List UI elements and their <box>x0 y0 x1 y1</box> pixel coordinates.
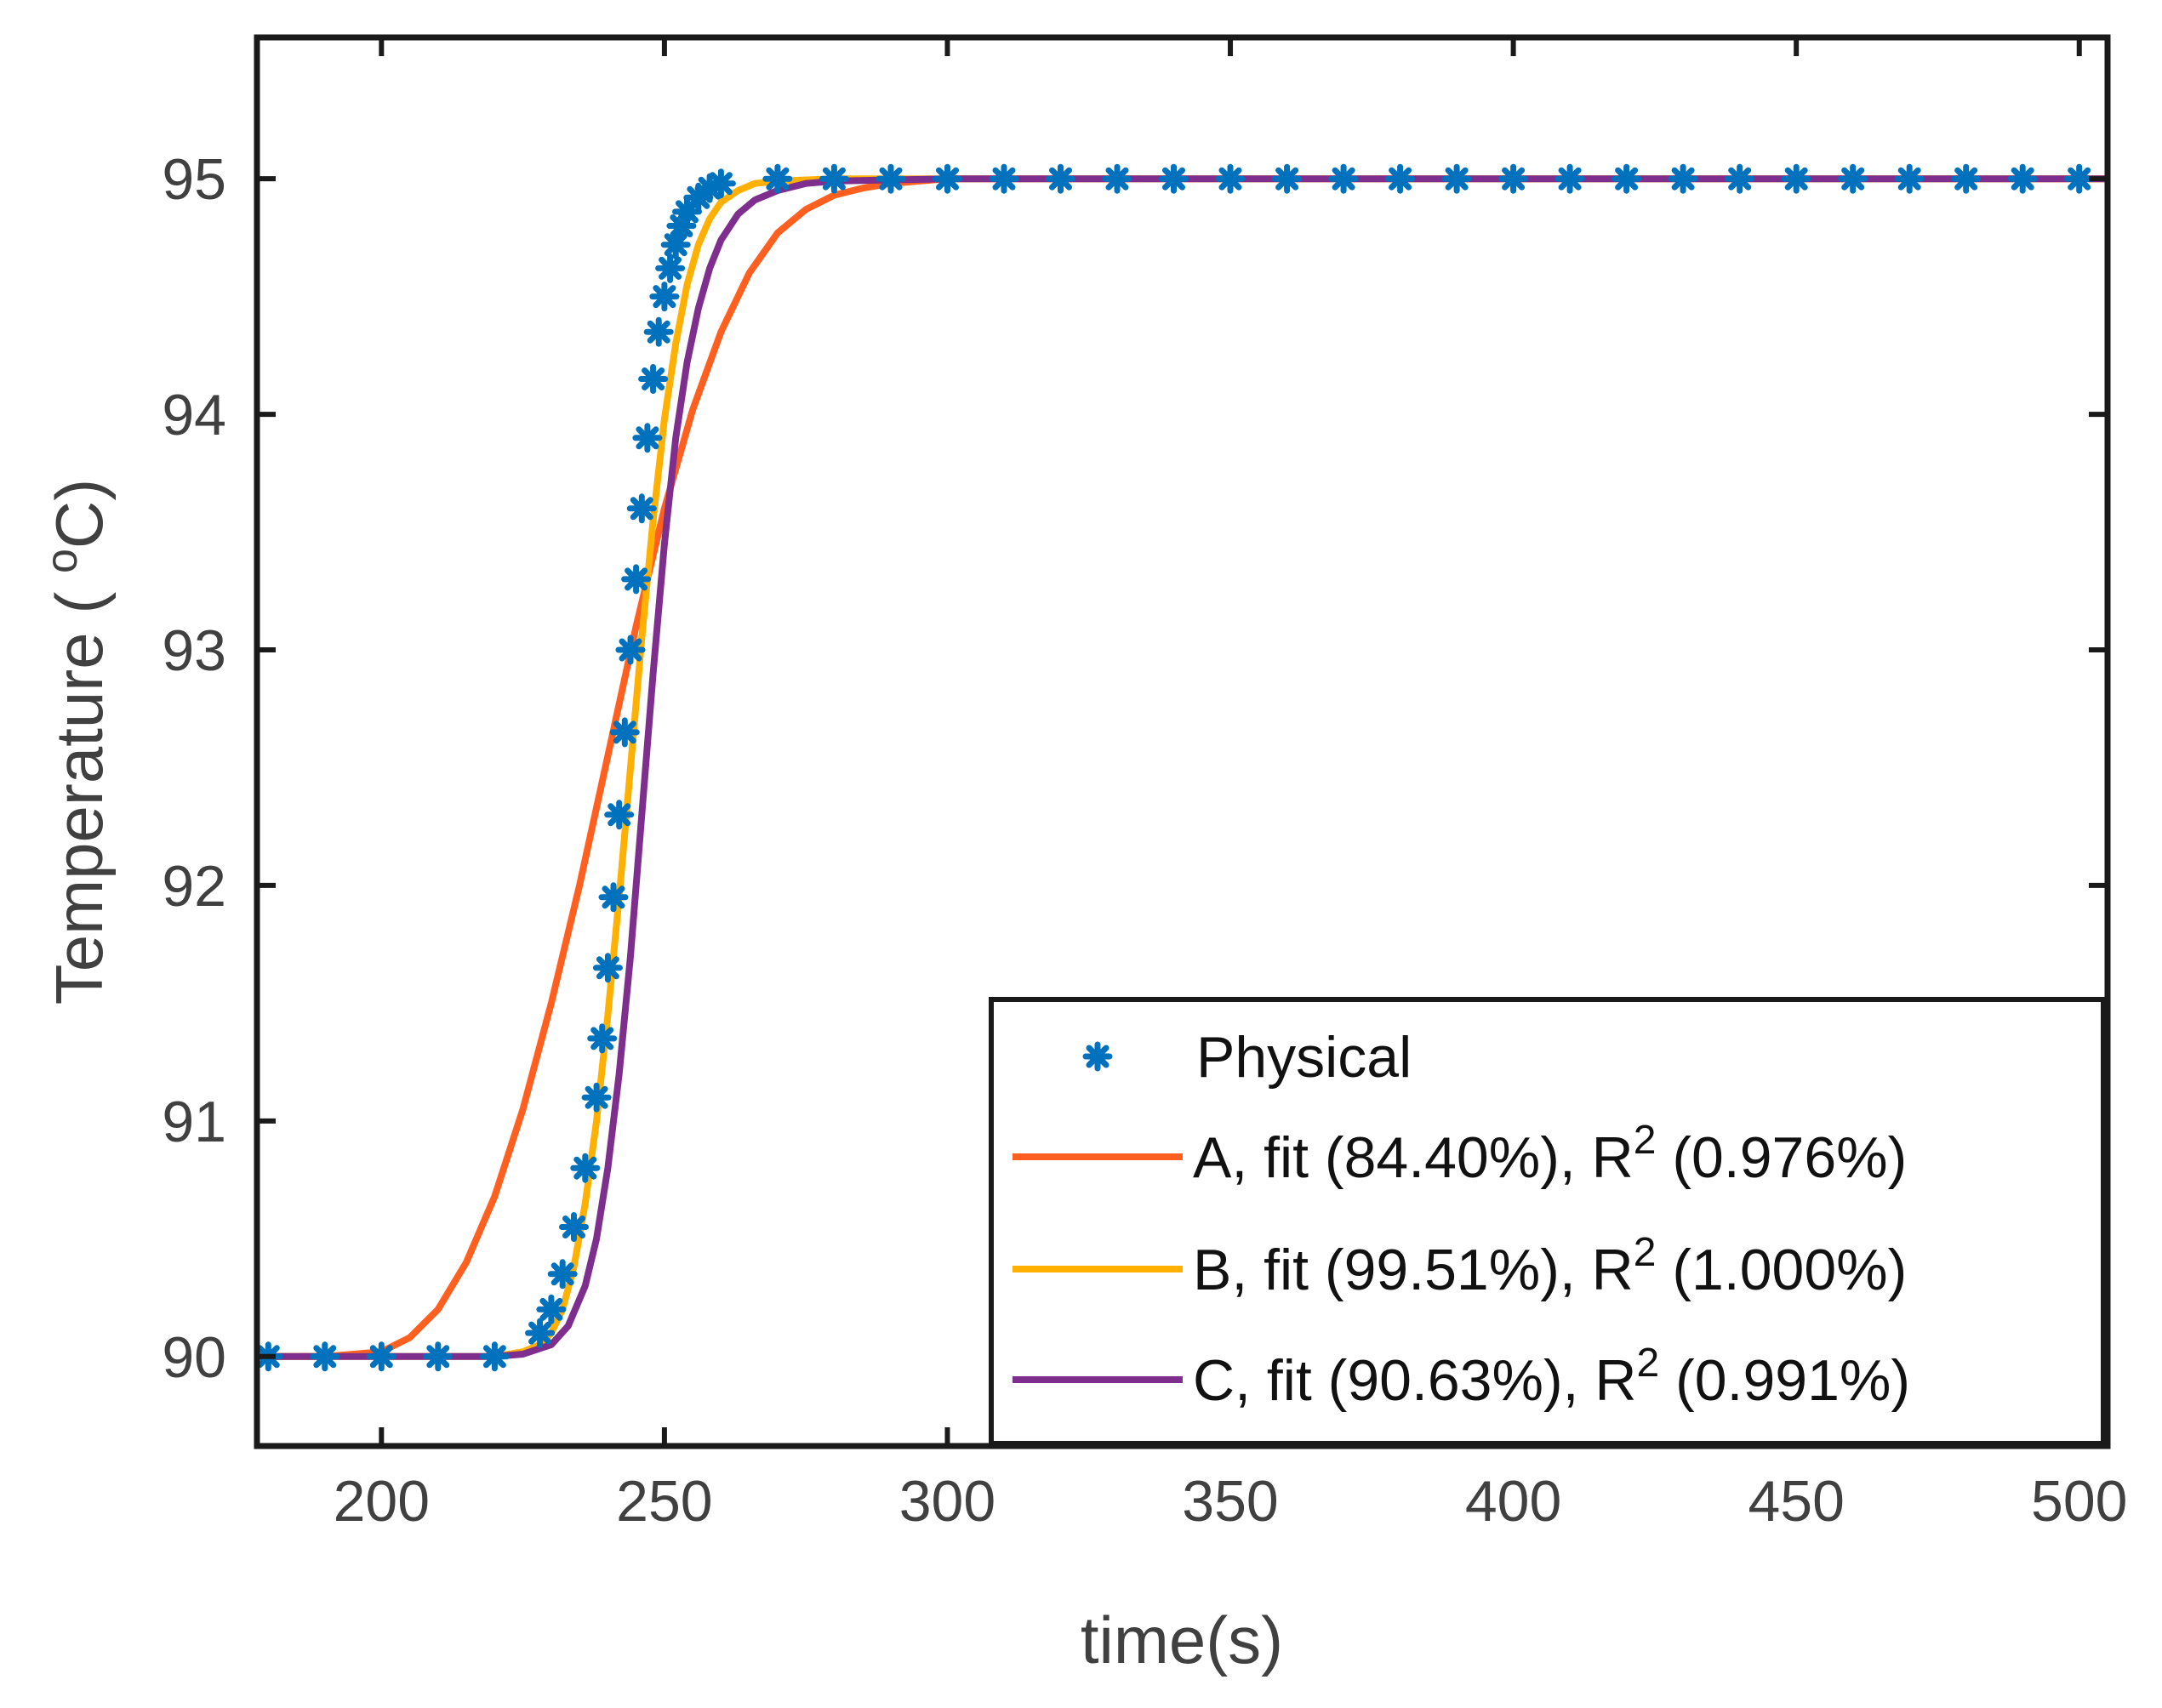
physical-point <box>626 493 657 524</box>
physical-point <box>1554 163 1585 194</box>
physical-markers <box>257 163 2095 1372</box>
physical-point <box>310 1341 340 1372</box>
physical-point <box>1272 163 1303 194</box>
physical-point <box>762 163 793 194</box>
legend-box <box>989 997 2106 1446</box>
physical-point <box>1385 163 1416 194</box>
physical-point <box>621 564 652 595</box>
physical-point <box>1838 163 1868 194</box>
physical-point <box>638 364 669 394</box>
physical-point <box>423 1341 454 1372</box>
physical-point <box>989 163 1019 194</box>
x-tick-label: 450 <box>1748 1469 1844 1534</box>
series-line-c <box>257 175 2108 1360</box>
physical-point <box>655 253 686 283</box>
physical-point <box>819 163 849 194</box>
physical-point <box>632 423 663 453</box>
x-tick-label: 250 <box>616 1469 712 1534</box>
y-tick-label: 92 <box>162 854 226 919</box>
physical-point <box>609 717 640 748</box>
y-axis-label-main: Temperature ( <box>42 573 117 1005</box>
legend-label-a-sup: 2 <box>1634 1118 1657 1163</box>
y-tick-labels: 90 91 92 93 94 95 <box>162 147 226 1390</box>
physical-point <box>705 168 736 199</box>
physical-point <box>649 282 680 312</box>
y-tick-label: 93 <box>162 618 226 683</box>
physical-point <box>933 163 962 194</box>
physical-point <box>1668 163 1698 194</box>
legend-label-c: C, fit (90.63%), R2 (0.991%) <box>1193 1341 1910 1413</box>
legend-marker-physical <box>1082 1041 1113 1072</box>
physical-point <box>1328 163 1359 194</box>
physical-point <box>536 1294 567 1324</box>
physical-point <box>615 635 646 665</box>
physical-point <box>592 953 623 983</box>
x-tick-label: 300 <box>899 1469 995 1534</box>
physical-point <box>1159 163 1189 194</box>
physical-point <box>1781 163 1811 194</box>
physical-point <box>581 1082 612 1113</box>
y-tick-label: 91 <box>162 1090 226 1154</box>
physical-point <box>1441 163 1472 194</box>
y-tick-label: 94 <box>162 383 226 447</box>
x-tick-label: 350 <box>1182 1469 1278 1534</box>
y-axis-label: Temperature ( oC) <box>37 479 117 1005</box>
physical-point <box>643 316 674 347</box>
physical-point <box>1102 163 1132 194</box>
legend: Physical A, fit (84.40%), R2 (0.976%) B,… <box>989 997 2106 1446</box>
legend-label-a-text: A, fit (84.40%), R <box>1193 1125 1634 1190</box>
legend-label-physical: Physical <box>1196 1025 1412 1090</box>
physical-point <box>479 1341 510 1372</box>
physical-point <box>1498 163 1529 194</box>
legend-label-c-sup: 2 <box>1637 1341 1660 1386</box>
legend-label-c-text: C, fit (90.63%), R <box>1193 1348 1637 1413</box>
y-tick-label: 95 <box>162 147 226 212</box>
physical-point <box>525 1318 556 1348</box>
physical-point <box>876 163 906 194</box>
x-tick-label: 400 <box>1465 1469 1561 1534</box>
physical-point <box>587 1023 618 1054</box>
physical-point <box>1612 163 1642 194</box>
legend-label-b: B, fit (99.51%), R2 (1.000%) <box>1193 1230 1907 1302</box>
physical-point <box>547 1259 578 1290</box>
x-tick-label: 200 <box>334 1469 430 1534</box>
physical-point <box>604 800 635 830</box>
physical-point <box>1951 163 1982 194</box>
physical-point <box>366 1341 396 1372</box>
physical-point <box>1725 163 1755 194</box>
physical-point <box>1215 163 1246 194</box>
legend-label-b-text: B, fit (99.51%), R <box>1193 1238 1634 1302</box>
y-axis-label-unit: C) <box>42 479 117 549</box>
physical-point <box>2007 163 2038 194</box>
legend-label-c-value: (0.991%) <box>1659 1348 1910 1413</box>
legend-label-b-sup: 2 <box>1634 1230 1657 1275</box>
x-tick-labels: 200 250 300 350 400 450 500 <box>334 1469 2128 1534</box>
legend-label-a-value: (0.976%) <box>1656 1125 1907 1190</box>
physical-point <box>1046 163 1075 194</box>
physical-point <box>1894 163 1925 194</box>
physical-point <box>570 1153 601 1183</box>
y-axis-label-degree: o <box>37 549 87 573</box>
x-tick-label: 500 <box>2031 1469 2127 1534</box>
x-axis-label: time(s) <box>1081 1603 1283 1677</box>
physical-point <box>2064 163 2095 194</box>
legend-label-b-value: (1.000%) <box>1656 1238 1907 1302</box>
y-tick-label: 90 <box>162 1325 226 1390</box>
legend-label-a: A, fit (84.40%), R2 (0.976%) <box>1193 1118 1907 1190</box>
physical-point <box>559 1212 589 1242</box>
physical-point <box>598 882 629 913</box>
